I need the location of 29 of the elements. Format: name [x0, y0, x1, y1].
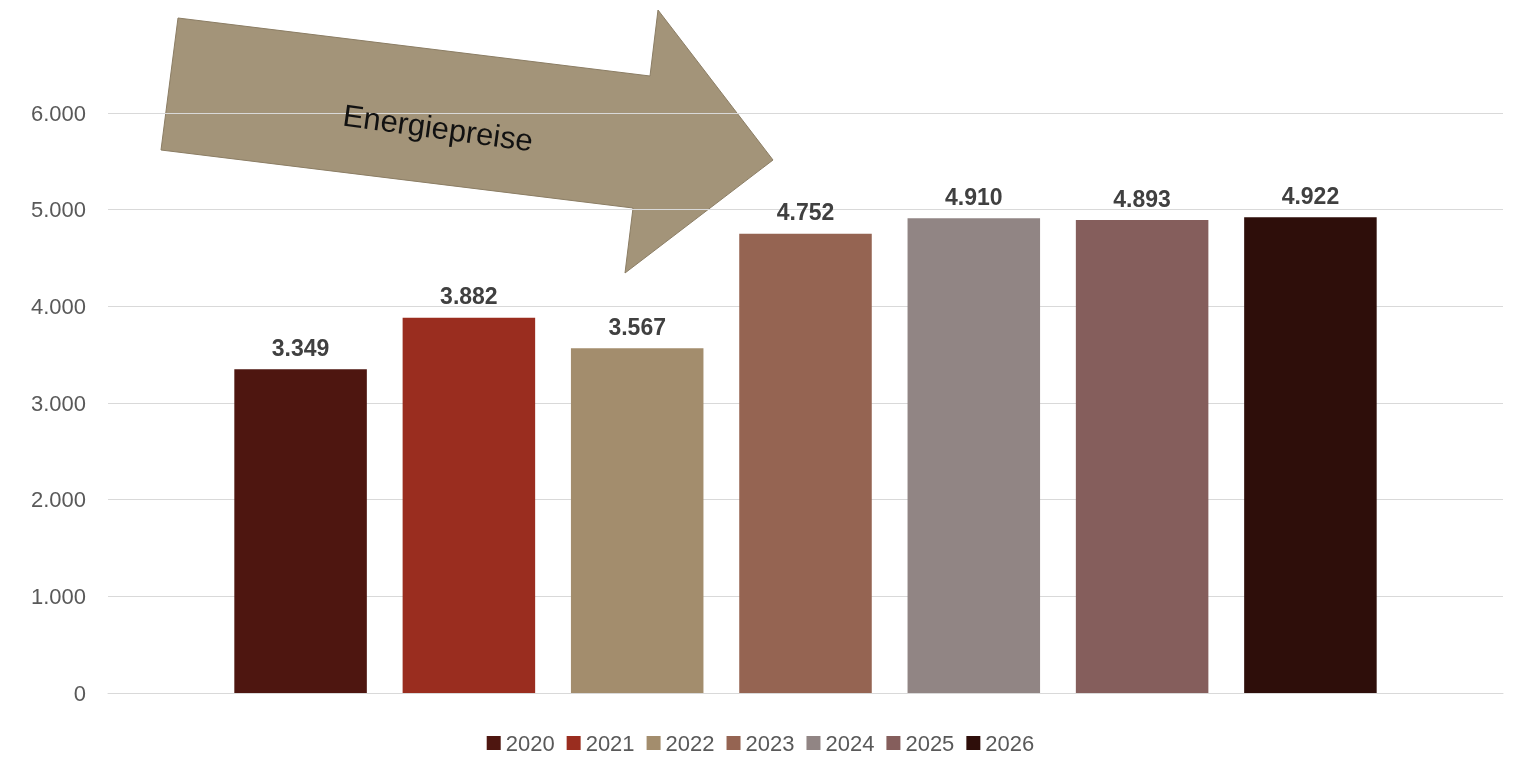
bar: [1075, 220, 1209, 693]
legend-label: 2025: [905, 730, 955, 756]
legend-label: 2021: [585, 730, 635, 756]
data-label: 3.882: [440, 283, 498, 310]
legend-label: 2020: [505, 730, 555, 756]
legend-label: 2026: [985, 730, 1035, 756]
y-tick-label: 4.000: [30, 293, 86, 319]
legend-label: 2023: [745, 730, 795, 756]
y-tick-label: 0: [73, 680, 86, 706]
data-label: 4.893: [1113, 185, 1171, 212]
bar: [739, 233, 872, 693]
legend-label: 2022: [665, 730, 715, 756]
bar: [234, 369, 367, 693]
bar: [570, 348, 704, 693]
bar: [1244, 217, 1377, 693]
y-tick-label: 2.000: [30, 487, 86, 513]
annotation: Energiepreise: [340, 97, 536, 159]
y-tick-label: 3.000: [30, 390, 86, 416]
data-label: 4.910: [945, 183, 1003, 210]
data-label: 3.567: [608, 313, 666, 340]
bar: [907, 218, 1041, 693]
data-label: 3.349: [271, 334, 330, 361]
data-label: 4.922: [1281, 182, 1340, 209]
y-tick-label: 1.000: [30, 583, 86, 609]
y-tick-label: 5.000: [30, 197, 86, 223]
legend-label: 2024: [825, 730, 875, 756]
bar: [402, 317, 536, 693]
data-label: 4.752: [776, 199, 835, 226]
y-tick-label: 6.000: [30, 100, 86, 126]
